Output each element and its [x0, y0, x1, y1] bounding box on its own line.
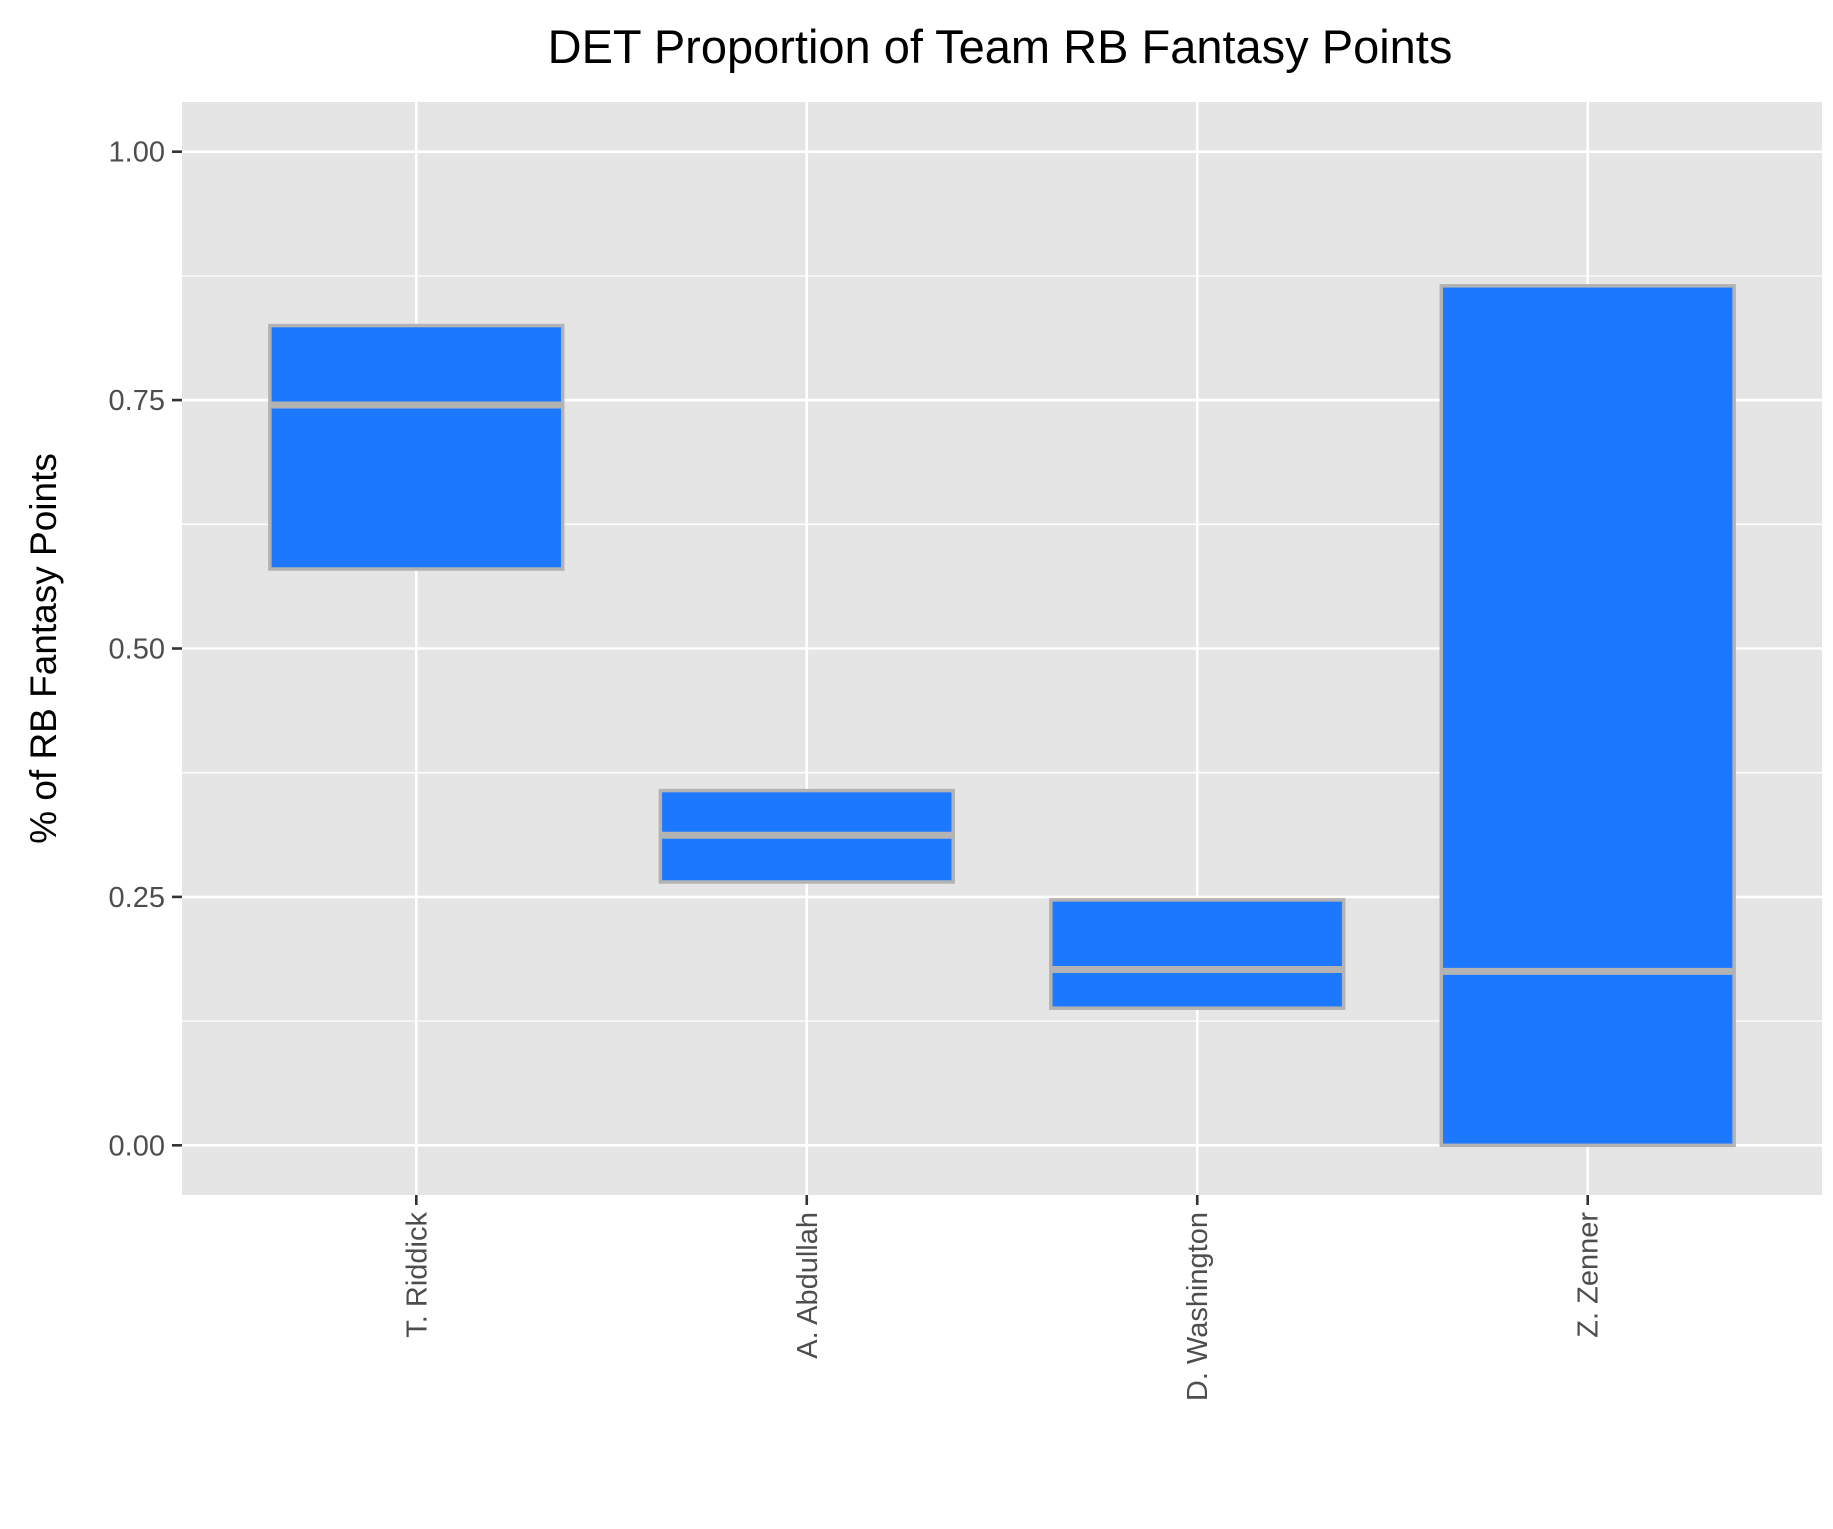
chart-title: DET Proportion of Team RB Fantasy Points — [548, 20, 1453, 73]
y-tick-label: 0.50 — [109, 634, 165, 666]
x-tick-label: A. Abdullah — [792, 1212, 824, 1359]
box-series — [268, 284, 1736, 1148]
y-tick-label: 0.25 — [109, 882, 165, 914]
box-z-zenner — [1439, 284, 1736, 1148]
y-tick-label: 0.00 — [109, 1130, 165, 1162]
x-tick-label: D. Washington — [1182, 1212, 1214, 1401]
y-tick-label: 1.00 — [109, 137, 165, 169]
box-d-washington — [1049, 898, 1346, 1010]
y-axis-title: % of RB Fantasy Points — [23, 453, 64, 844]
x-axis: T. Riddick A. Abdullah D. Washington Z. Zen… — [401, 1195, 1605, 1401]
x-tick-label: Z. Zenner — [1573, 1212, 1605, 1338]
box-t-riddick — [268, 323, 565, 571]
box-body — [1439, 284, 1736, 1148]
y-axis: 0.00 0.25 0.50 0.75 1.00 — [109, 137, 182, 1162]
box-body — [1049, 898, 1346, 1010]
box-body — [268, 323, 565, 571]
y-tick-label: 0.75 — [109, 385, 165, 417]
x-tick-label: T. Riddick — [401, 1212, 433, 1338]
box-a-abdullah — [658, 788, 955, 884]
